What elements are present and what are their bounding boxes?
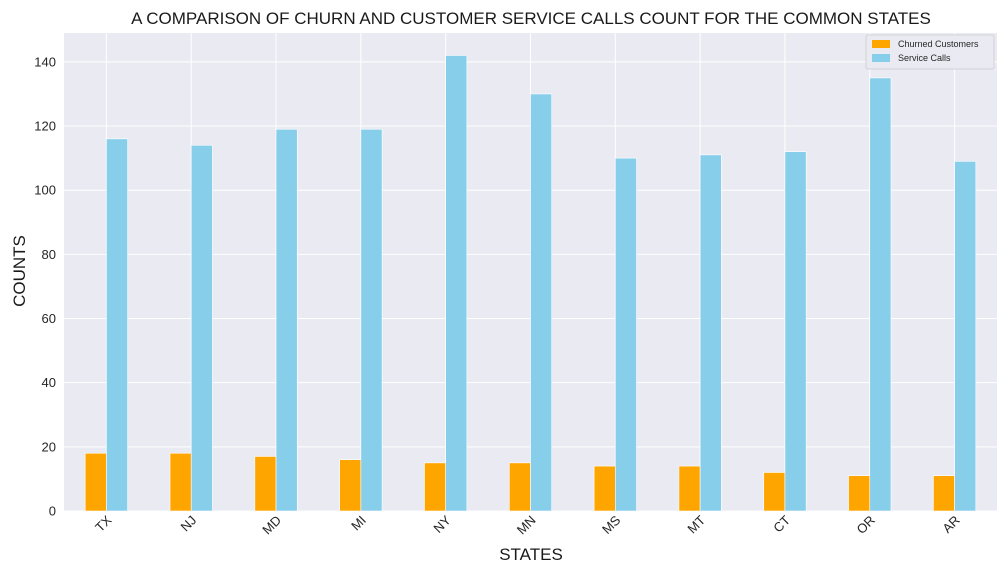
bar-service-calls-ar: [954, 161, 977, 512]
bars-group: [84, 55, 977, 512]
bar-service-calls-nj: [190, 144, 213, 512]
x-tick-label-mt: MT: [684, 512, 708, 536]
y-tick-labels: 0 20 40 60 80 100 120 140: [34, 54, 56, 518]
x-tick-label-tx: TX: [92, 512, 115, 535]
x-tick-label-nj: NJ: [178, 513, 200, 535]
x-tick-label-ct: CT: [770, 512, 793, 535]
legend-swatch-service-calls: [872, 54, 890, 62]
bar-service-calls-or: [869, 77, 892, 512]
y-tick-label: 120: [34, 119, 56, 134]
bar-churned-mn: [508, 462, 531, 512]
bar-service-calls-ms: [615, 157, 637, 512]
y-tick-label: 20: [42, 439, 56, 454]
legend: Churned Customers Service Calls: [865, 34, 995, 70]
bar-churned-or: [848, 475, 871, 512]
bar-churned-mi: [339, 459, 362, 512]
y-tick-label: 80: [42, 247, 56, 262]
bar-churned-tx: [84, 452, 107, 512]
bar-service-calls-tx: [106, 138, 128, 512]
x-tick-label-mi: MI: [348, 513, 369, 534]
y-tick-label: 0: [49, 504, 56, 519]
y-tick-label: 60: [42, 311, 56, 326]
bar-churned-ny: [424, 462, 446, 512]
bar-service-calls-ny: [445, 55, 468, 512]
y-tick-label: 40: [42, 375, 56, 390]
legend-swatch-churned: [872, 40, 890, 48]
legend-label-churned: Churned Customers: [898, 39, 979, 49]
y-tick-label: 140: [34, 54, 56, 69]
x-tick-label-md: MD: [259, 513, 284, 538]
bar-churned-ms: [593, 465, 616, 512]
x-tick-labels: TX NJ MD MI NY MN MS MT CT OR AR: [92, 512, 963, 537]
y-tick-label: 100: [34, 183, 56, 198]
bar-service-calls-md: [275, 128, 298, 512]
x-tick-label-or: OR: [853, 513, 877, 537]
x-tick-label-ms: MS: [599, 512, 624, 537]
x-tick-label-ar: AR: [939, 513, 962, 536]
chart-title: A COMPARISON OF CHURN AND CUSTOMER SERVI…: [131, 9, 931, 28]
x-tick-label-ny: NY: [430, 512, 454, 536]
bar-churned-ar: [933, 475, 955, 512]
bar-churned-md: [254, 456, 277, 512]
bar-service-calls-ct: [784, 151, 807, 512]
legend-label-service-calls: Service Calls: [898, 53, 951, 63]
y-axis-label: COUNTS: [10, 235, 29, 307]
x-axis-label: STATES: [499, 545, 563, 564]
x-tick-label-mn: MN: [514, 513, 539, 538]
bar-service-calls-mi: [360, 128, 383, 512]
bar-churned-nj: [169, 452, 192, 512]
bar-churned-mt: [678, 465, 701, 512]
bar-churned-ct: [763, 472, 786, 512]
legend-box: [865, 34, 995, 70]
bar-service-calls-mt: [699, 154, 722, 512]
bar-service-calls-mn: [530, 93, 553, 512]
